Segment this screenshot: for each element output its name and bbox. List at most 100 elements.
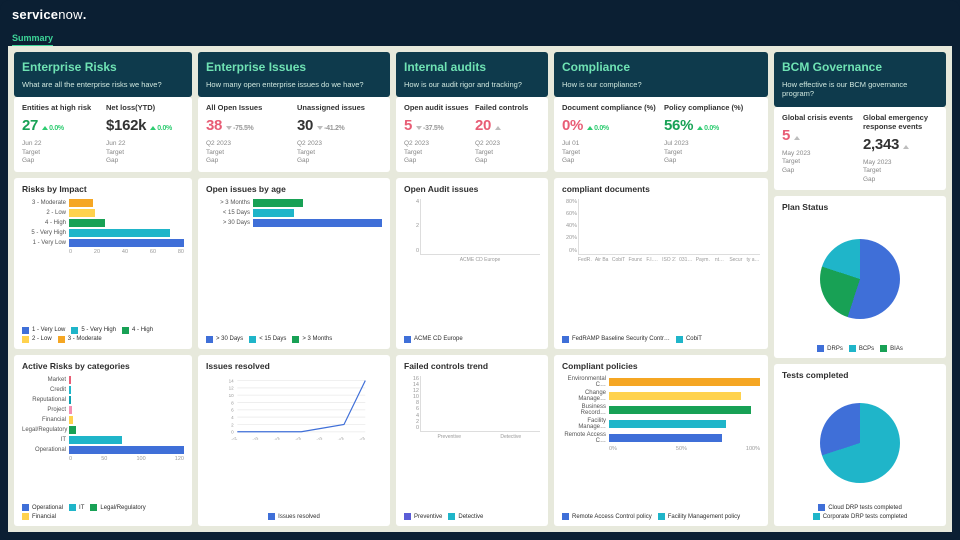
legend-item: Facility Management policy: [658, 513, 740, 520]
hbar: Environmental C…: [562, 376, 760, 388]
metric[interactable]: Open audit issues 5-37.5% Q2 2023TargetGap: [404, 103, 469, 165]
section-header: Enterprise RisksWhat are all the enterpr…: [14, 52, 192, 97]
metric[interactable]: Net loss(YTD)$162k0.0%Jun 22TargetGap: [106, 103, 184, 165]
trend: [794, 136, 801, 140]
metric-value: 20: [475, 117, 540, 134]
legend-item: CobiT: [676, 336, 702, 343]
hbar: 5 - Very High: [22, 229, 184, 237]
section-header: Internal auditsHow is our audit rigor an…: [396, 52, 548, 97]
metric-value: 270.0%: [22, 117, 100, 134]
metric-value: 2,343: [863, 136, 938, 153]
column: BCM GovernanceHow effective is our BCM g…: [774, 52, 946, 526]
trend: 0.0%: [697, 125, 719, 132]
metric-sublines: Q2 2023TargetGap: [404, 140, 469, 165]
hbar: Financial: [22, 416, 184, 424]
metric[interactable]: Global crisis events5May 2023TargetGap: [782, 113, 857, 184]
tab-summary[interactable]: Summary: [12, 33, 53, 47]
chart-card[interactable]: Open issues by age > 3 Months< 15 Days> 3…: [198, 178, 390, 349]
svg-text:Apr 2023: Apr 2023: [307, 435, 324, 440]
trend: 0.0%: [587, 125, 609, 132]
hbar: IT: [22, 436, 184, 444]
logo-now: now: [58, 7, 82, 22]
chart-card[interactable]: Plan StatusDRPsBCPsBIAs: [774, 196, 946, 358]
legend-item: > 30 Days: [206, 336, 243, 343]
metric-label: Open audit issues: [404, 103, 469, 112]
svg-text:May 2023: May 2023: [327, 435, 345, 440]
chart-area: Environmental C… Change Manage… Business R…: [562, 376, 760, 509]
section-title: BCM Governance: [782, 60, 938, 74]
section-header: Enterprise Issues How many open enterpris…: [198, 52, 390, 97]
dashboard-canvas: Enterprise RisksWhat are all the enterpr…: [8, 46, 952, 532]
chart-card[interactable]: Open Audit issues420ACME CD EuropeACME C…: [396, 178, 548, 349]
metric-label: Entities at high risk: [22, 103, 100, 112]
chart-area: > 3 Months< 15 Days> 30 Days: [206, 199, 382, 332]
chart-card[interactable]: Risks by Impact 3 - Moderate2 - Low4 - Hi…: [14, 178, 192, 349]
hbar: Reputational: [22, 396, 184, 404]
section-subtitle: How is our audit rigor and tracking?: [404, 80, 540, 89]
metric-value: $162k0.0%: [106, 117, 184, 134]
svg-text:Jan 2023: Jan 2023: [242, 435, 259, 440]
section-subtitle: What are all the enterprise risks we hav…: [22, 80, 184, 89]
trend: -41.2%: [317, 125, 344, 132]
legend-item: 5 - Very High: [71, 327, 116, 334]
chart-card[interactable]: Issues resolved14121086420Dec 2022Jan 20…: [198, 355, 390, 526]
svg-text:Feb 2023: Feb 2023: [263, 435, 281, 440]
svg-text:10: 10: [229, 393, 235, 398]
hbar: Business Record…: [562, 404, 760, 416]
chart-title: Risks by Impact: [22, 184, 184, 194]
trend: [495, 126, 502, 130]
metric-value: 30-41.2%: [297, 117, 382, 134]
column: Enterprise Issues How many open enterpris…: [198, 52, 390, 526]
chart-title: Open issues by age: [206, 184, 382, 194]
legend-item: Detective: [448, 513, 483, 520]
chart-area: MarketCreditReputationalProjectFinancial…: [22, 376, 184, 500]
metric-label: Global emergency response events: [863, 113, 938, 131]
metric[interactable]: Unassigned issues30-41.2%Q2 2023TargetGa…: [297, 103, 382, 165]
svg-text:Mar 2023: Mar 2023: [285, 435, 303, 440]
section-subtitle: How many open enterprise issues do we ha…: [206, 80, 382, 89]
legend-item: < 15 Days: [249, 336, 286, 343]
legend-item: Cloud DRP tests completed: [818, 504, 902, 511]
logo-service: service: [12, 7, 58, 22]
chart-title: Active Risks by categories: [22, 361, 184, 371]
metric[interactable]: Document compliance (%)0%0.0%Jul 01Targe…: [562, 103, 658, 165]
svg-text:4: 4: [231, 415, 234, 420]
svg-text:6: 6: [231, 408, 234, 413]
chart-card[interactable]: Failed controls trend1614121086420Preven…: [396, 355, 548, 526]
chart-card[interactable]: Compliant policiesEnvironmental C…Change…: [554, 355, 768, 526]
chart-area: 3 - Moderate2 - Low4 - High5 - Very High…: [22, 199, 184, 323]
column: Enterprise RisksWhat are all the enterpr…: [14, 52, 192, 526]
hbar: Change Manage…: [562, 390, 760, 402]
svg-text:2: 2: [231, 422, 234, 427]
hbar: Market: [22, 376, 184, 384]
chart-card[interactable]: Active Risks by categories MarketCreditRe…: [14, 355, 192, 526]
section-header: ComplianceHow is our compliance?: [554, 52, 768, 97]
legend-item: 2 - Low: [22, 336, 52, 343]
legend-item: Issues resolved: [268, 513, 320, 520]
trend: 0.0%: [42, 125, 64, 132]
hbar: 2 - Low: [22, 209, 184, 217]
metric[interactable]: Global emergency response events2,343May…: [863, 113, 938, 184]
metric[interactable]: Failed controls20Q2 2023TargetGap: [475, 103, 540, 165]
legend-item: 3 - Moderate: [58, 336, 102, 343]
section-title: Enterprise Issues: [206, 60, 382, 74]
legend-item: Financial: [22, 513, 56, 520]
column: Internal auditsHow is our audit rigor an…: [396, 52, 548, 526]
metric-sublines: Q2 2023TargetGap: [297, 140, 382, 165]
hbar: < 15 Days: [206, 209, 382, 217]
metric-sublines: Jul 2023TargetGap: [664, 140, 760, 165]
legend-item: Corporate DRP tests completed: [813, 513, 908, 520]
section-header: BCM GovernanceHow effective is our BCM g…: [774, 52, 946, 107]
chart-card[interactable]: Tests completedCloud DRP tests completed…: [774, 364, 946, 526]
metric-card: Open audit issues 5-37.5% Q2 2023TargetGap…: [396, 97, 548, 171]
metric[interactable]: All Open Issues38-75.5%Q2 2023TargetGap: [206, 103, 291, 165]
metric[interactable]: Policy compliance (%)56%0.0%Jul 2023Targ…: [664, 103, 760, 165]
legend: Remote Access Control policyFacility Man…: [562, 513, 760, 520]
svg-text:Dec 2022: Dec 2022: [221, 435, 239, 440]
metric[interactable]: Entities at high risk270.0%Jun 22TargetG…: [22, 103, 100, 165]
legend-item: Legal/Regulatory: [90, 504, 145, 511]
metric-sublines: Q2 2023TargetGap: [475, 140, 540, 165]
metric-value: 5-37.5%: [404, 117, 469, 134]
legend-item: FedRAMP Baseline Security Contr…: [562, 336, 670, 343]
chart-card[interactable]: compliant documents80%60%40%20%0%FedR…Ai…: [554, 178, 768, 349]
